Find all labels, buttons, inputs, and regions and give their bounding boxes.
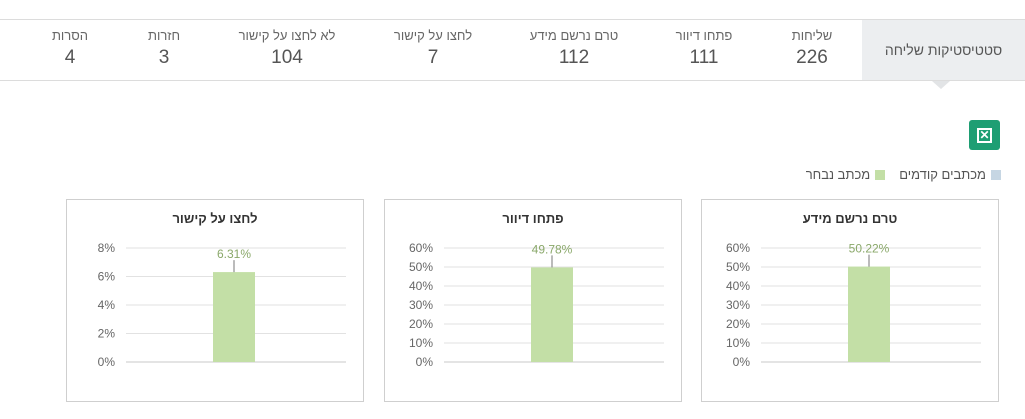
stat-value: 226 xyxy=(796,47,828,68)
chart-card-opened: פתחו דיוור 60% 50% 40% 30% 20% 10% 0% 49.78% xyxy=(384,199,682,402)
tab-send-statistics-label: סטטיסטיקות שליחה xyxy=(884,42,1003,58)
stat-bounces: חזרות 3 xyxy=(134,28,194,70)
stat-clicked-link: לחצו על קישור 7 xyxy=(383,28,483,70)
y-tick-label: 20% xyxy=(726,317,750,331)
y-tick-label: 4% xyxy=(98,298,116,312)
stat-opened: פתחו דיוור 111 xyxy=(654,28,754,70)
stat-sends: שליחות 226 xyxy=(774,28,850,70)
data-label: 50.22% xyxy=(849,242,890,256)
y-tick-label: 40% xyxy=(726,279,750,293)
stat-label: פתחו דיוור xyxy=(675,28,733,43)
chart-title: פתחו דיוור xyxy=(502,211,564,226)
chart-no-info: 60% 50% 40% 30% 20% 10% 0% 50.22% xyxy=(726,241,981,369)
y-tick-label: 60% xyxy=(726,241,750,255)
bar xyxy=(531,267,573,362)
stat-label: טרם נרשם מידע xyxy=(529,28,619,43)
y-tick-label: 50% xyxy=(409,260,433,274)
excel-icon: ✕ xyxy=(977,127,992,143)
stat-value: 7 xyxy=(427,47,439,68)
y-tick-label: 8% xyxy=(98,241,116,255)
chart-card-clicked-link: לחצו על קישור 8% 6% 4% 2% 0% 6.31% xyxy=(66,199,364,402)
chart-legend: מכתב נבחר מכתבים קודמים xyxy=(792,167,1001,182)
legend-swatch xyxy=(875,169,886,180)
stat-value: 112 xyxy=(558,47,590,68)
stat-no-info: טרם נרשם מידע 112 xyxy=(514,28,634,70)
y-tick-label: 0% xyxy=(733,355,751,369)
stat-label: לא לחצו על קישור xyxy=(238,28,336,43)
legend-label: מכתב נבחר xyxy=(805,167,871,182)
stat-label: הסרות xyxy=(51,28,89,43)
chart-card-no-info: טרם נרשם מידע 60% 50% 40% 30% 20% 10% 0% 50.22% xyxy=(701,199,999,402)
y-tick-label: 60% xyxy=(409,241,433,255)
stat-label: חזרות xyxy=(147,28,181,43)
y-tick-label: 20% xyxy=(409,317,433,331)
stat-not-clicked-link: לא לחצו על קישור 104 xyxy=(227,28,347,70)
bar xyxy=(213,272,255,362)
stat-label: שליחות xyxy=(791,28,833,43)
chart-title: טרם נרשם מידע xyxy=(802,211,898,226)
data-label: 49.78% xyxy=(532,242,573,256)
stat-label: לחצו על קישור xyxy=(393,28,473,43)
chart-clicked-link: 8% 6% 4% 2% 0% 6.31% xyxy=(98,241,346,369)
y-tick-label: 50% xyxy=(726,260,750,274)
stat-value: 3 xyxy=(158,47,170,68)
y-tick-label: 2% xyxy=(98,327,116,341)
chart-title: לחצו על קישור xyxy=(172,211,258,226)
y-tick-label: 40% xyxy=(409,279,433,293)
stat-unsubscribes: הסרות 4 xyxy=(40,28,100,70)
stat-value: 104 xyxy=(271,47,303,68)
chart-opened: 60% 50% 40% 30% 20% 10% 0% 49.78% xyxy=(409,241,664,369)
stat-value: 111 xyxy=(689,47,719,68)
bar xyxy=(848,266,890,362)
y-tick-label: 10% xyxy=(726,336,750,350)
data-label: 6.31% xyxy=(217,247,251,261)
y-tick-label: 0% xyxy=(416,355,434,369)
legend-label: מכתבים קודמים xyxy=(899,167,986,182)
active-tab-indicator xyxy=(932,81,950,89)
tab-send-statistics[interactable]: סטטיסטיקות שליחה xyxy=(862,20,1025,80)
stat-value: 4 xyxy=(64,47,76,68)
y-tick-label: 0% xyxy=(98,355,116,369)
y-tick-label: 30% xyxy=(726,298,750,312)
legend-item-previous-letters: מכתבים קודמים xyxy=(899,167,1001,182)
y-tick-label: 30% xyxy=(409,298,433,312)
y-tick-label: 10% xyxy=(409,336,433,350)
y-tick-label: 6% xyxy=(98,270,116,284)
export-excel-button[interactable]: ✕ xyxy=(969,120,1000,150)
stats-bar: סטטיסטיקות שליחה שליחות 226 פתחו דיוור 1… xyxy=(0,19,1025,81)
legend-swatch xyxy=(991,169,1001,180)
legend-item-selected-letter: מכתב נבחר xyxy=(805,167,886,182)
